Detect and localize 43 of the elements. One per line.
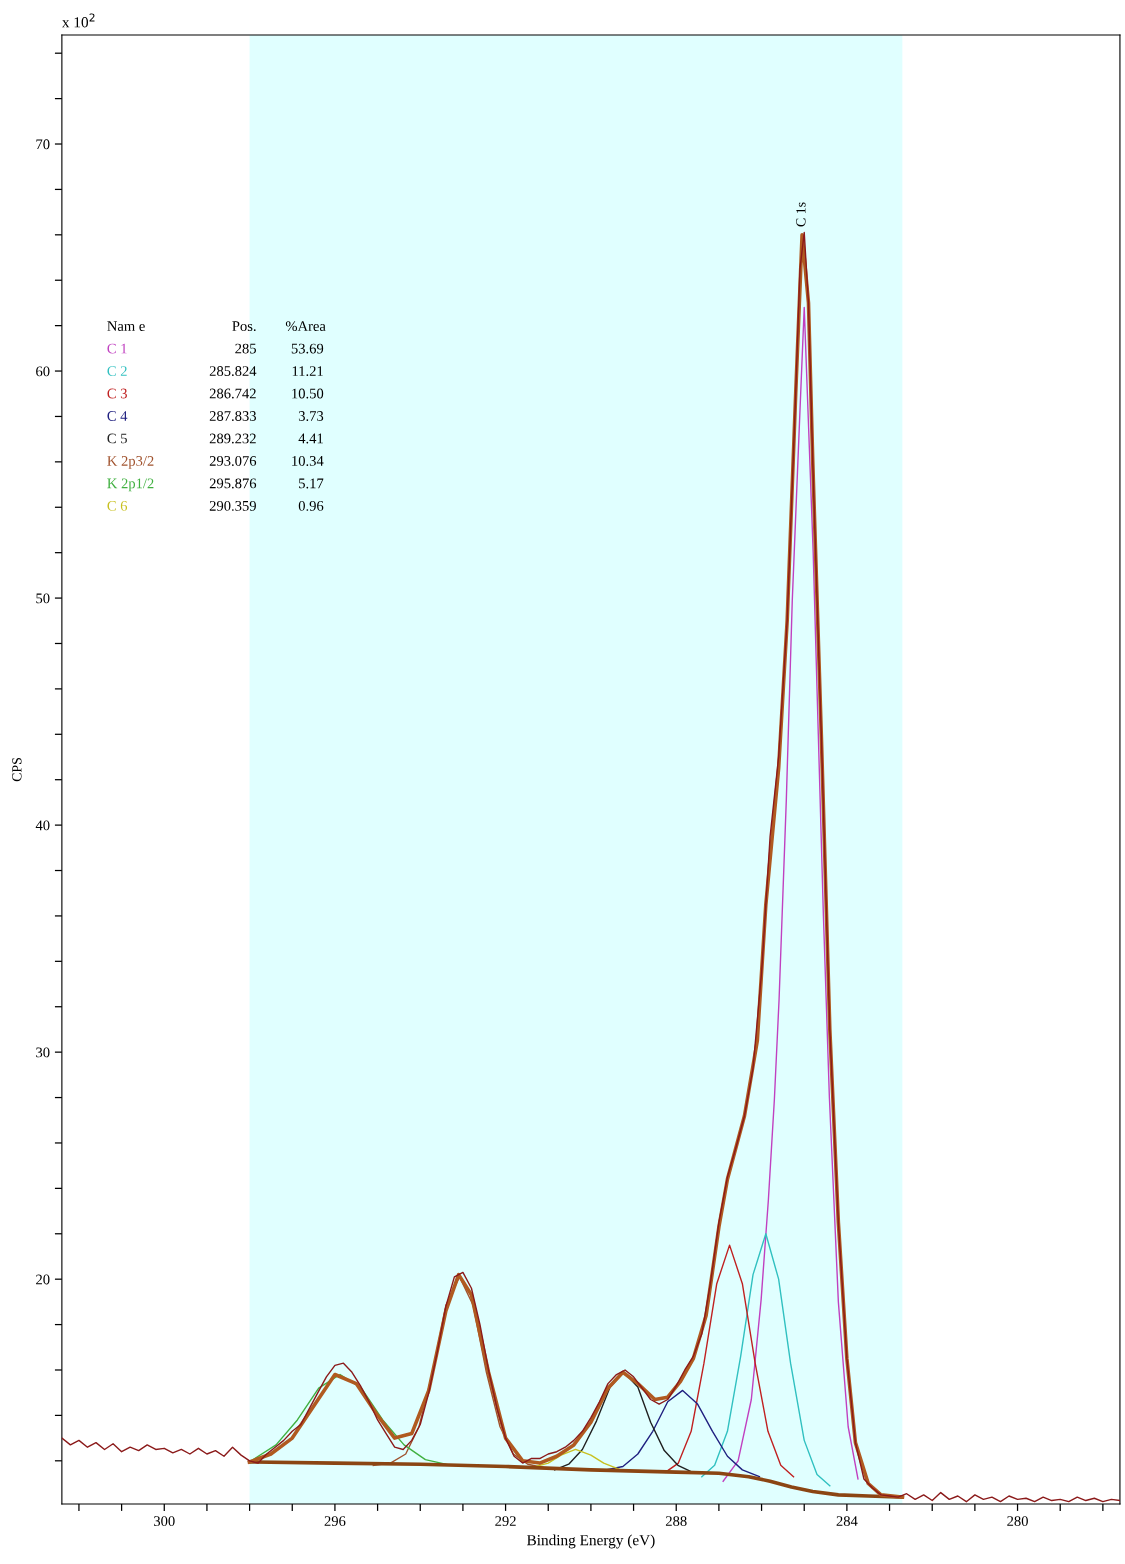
x-tick-label: 292 [495, 1516, 516, 1527]
text: K 2p1/2 [107, 478, 154, 492]
annotation: 286.742 [209, 388, 256, 399]
annotation: %Area [285, 321, 326, 332]
annotation: 290.359 [209, 500, 256, 511]
annotation: 10.50 [292, 388, 324, 399]
annotation: Pos. [232, 321, 256, 332]
annotation: 287.833 [209, 411, 256, 421]
x-tick-label: 280 [1007, 1516, 1028, 1527]
text: C 5 [107, 433, 127, 444]
annotation: 0.96 [298, 500, 324, 511]
annotation: 289.232 [209, 433, 256, 444]
annotation: Nam e [107, 321, 145, 331]
annotation: 3.73 [298, 411, 324, 421]
text: x 10$^{2}$ [62, 13, 95, 28]
annotation: 285 [235, 343, 256, 354]
annotation: 295.876 [209, 478, 257, 489]
annotation: 4.41 [298, 433, 323, 444]
annotation: 53.69 [291, 343, 324, 354]
text: C 1 [107, 343, 127, 354]
y-tick-label: 40 [35, 820, 50, 831]
text: C 3 [107, 388, 127, 399]
x-tick-label: 296 [324, 1516, 346, 1527]
annotation: C 1s [796, 202, 806, 227]
text: C 6 [107, 500, 128, 511]
y-tick-label: 30 [36, 1047, 50, 1058]
y-tick-label: 60 [36, 366, 50, 377]
annotation: 293.076 [209, 456, 257, 466]
y-tick-label: 20 [36, 1274, 50, 1285]
annotation: 5.17 [299, 478, 324, 489]
text: K 2p3/2 [107, 456, 154, 469]
y-axis-title: CPS [12, 757, 22, 782]
annotation: 10.34 [292, 456, 324, 466]
x-tick-label: 288 [665, 1516, 687, 1527]
text: C 2 [107, 366, 127, 376]
x-tick-label: 284 [836, 1516, 858, 1527]
x-axis-title: Binding Energy (eV) [526, 1534, 655, 1549]
annotation: 285.824 [209, 366, 257, 377]
annotation: 11.21 [292, 366, 323, 377]
x-tick-label: 300 [154, 1516, 175, 1527]
y-tick-label: 70 [36, 139, 50, 150]
text: C 4 [107, 411, 128, 421]
y-tick-label: 50 [36, 593, 50, 604]
